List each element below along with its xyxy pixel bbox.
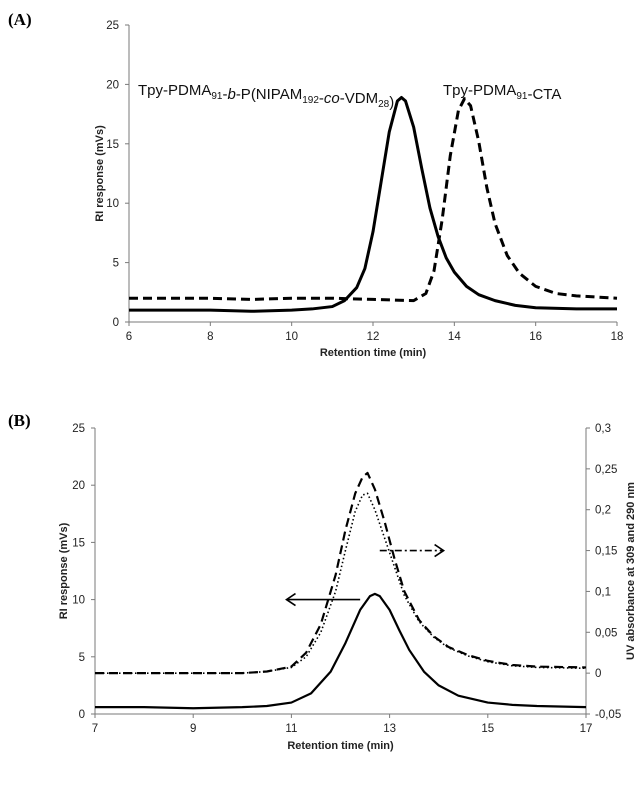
- chart-a-y-tick-label: 10: [106, 198, 119, 210]
- chart-a-y-tick-label: 25: [106, 20, 119, 32]
- chart-a-y-tick-label: 15: [106, 139, 119, 151]
- chart-a-y-tick-label: 0: [113, 317, 119, 329]
- chart-a-series-2-line: [129, 97, 618, 303]
- chart-a-y-tick-label: 20: [106, 79, 119, 91]
- chart-a-series-1-line: [129, 95, 617, 313]
- chart-a-x-tick-label: 6: [126, 331, 132, 343]
- chart-a-x-axis-title: Retention time (min): [320, 347, 427, 359]
- chart-a-x-tick-label: 8: [207, 331, 213, 343]
- chart-a-x-tick-label: 18: [611, 331, 624, 343]
- chart-a-y-axis-title: RI response (mVs): [94, 125, 106, 222]
- chart-a-x-tick-label: 12: [367, 331, 380, 343]
- chart-a-annotation-copolymer: Tpy-PDMA91-b-P(NIPAM192-co-VDM28): [138, 82, 394, 111]
- chart-a-x-tick-label: 16: [529, 331, 542, 343]
- chart-a-y-tick-label: 5: [113, 258, 119, 270]
- chart-a-x-tick-label: 10: [285, 331, 298, 343]
- panel-label-a: (A): [8, 10, 32, 29]
- chart-a-annotation-macro-cta: Tpy-PDMA91-CTA: [443, 82, 561, 103]
- panel-label-b: (B): [8, 411, 31, 430]
- chart-a-x-tick-label: 14: [448, 331, 461, 343]
